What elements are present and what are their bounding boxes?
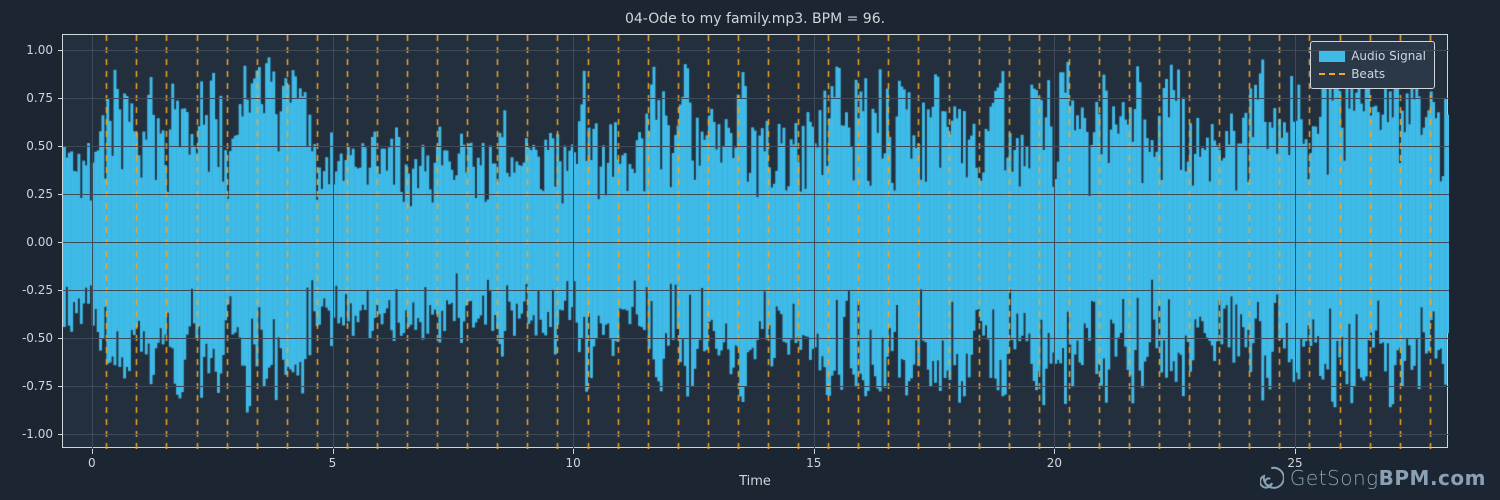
xtick — [1295, 449, 1296, 454]
ytick — [58, 242, 63, 243]
xtick-label: 10 — [565, 456, 580, 470]
ytick — [58, 338, 63, 339]
spiral-logo-icon — [1260, 466, 1284, 490]
ytick — [58, 290, 63, 291]
ytick — [58, 146, 63, 147]
plot-axes: 04-Ode to my family.mp3. BPM = 96. Audio… — [62, 34, 1448, 448]
x-axis-label: Time — [62, 474, 1448, 489]
legend-item-beats: Beats — [1319, 65, 1426, 83]
grid-hline — [63, 50, 1449, 51]
grid-hline — [63, 386, 1449, 387]
ytick-label: 1.00 — [8, 43, 53, 57]
xtick — [814, 449, 815, 454]
grid-hline — [63, 194, 1449, 195]
grid-hline — [63, 338, 1449, 339]
watermark: GetSongBPM.com — [1260, 466, 1486, 490]
ytick — [58, 50, 63, 51]
chart-title: 04-Ode to my family.mp3. BPM = 96. — [63, 11, 1447, 27]
grid-hline — [63, 290, 1449, 291]
xtick-label: 20 — [1047, 456, 1062, 470]
xtick — [573, 449, 574, 454]
ytick-label: -0.50 — [8, 331, 53, 345]
ytick — [58, 386, 63, 387]
watermark-text: GetSongBPM.com — [1290, 466, 1486, 490]
grid-hline — [63, 146, 1449, 147]
ytick-label: -0.25 — [8, 283, 53, 297]
ytick-label: 0.50 — [8, 139, 53, 153]
ytick-label: 0.00 — [8, 235, 53, 249]
ytick — [58, 98, 63, 99]
xtick — [92, 449, 93, 454]
xtick-label: 0 — [88, 456, 96, 470]
xtick — [333, 449, 334, 454]
legend-swatch-icon — [1319, 50, 1345, 62]
grid-hline — [63, 242, 1449, 243]
legend-dash-icon — [1319, 73, 1345, 75]
legend: Audio Signal Beats — [1310, 41, 1435, 89]
ytick-label: -0.75 — [8, 379, 53, 393]
ytick — [58, 434, 63, 435]
grid-hline — [63, 434, 1449, 435]
ytick-label: 0.25 — [8, 187, 53, 201]
legend-label-beats: Beats — [1351, 65, 1385, 83]
grid-hline — [63, 98, 1449, 99]
figure: 04-Ode to my family.mp3. BPM = 96. Audio… — [0, 0, 1500, 500]
xtick-label: 5 — [329, 456, 337, 470]
xtick — [1054, 449, 1055, 454]
xtick-label: 15 — [806, 456, 821, 470]
ytick — [58, 194, 63, 195]
ytick-label: 0.75 — [8, 91, 53, 105]
ytick-label: -1.00 — [8, 427, 53, 441]
